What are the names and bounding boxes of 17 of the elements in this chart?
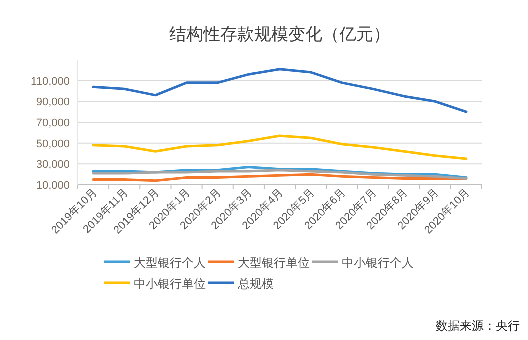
chart-title: 结构性存款规模变化（亿元） [170,25,390,44]
y-tick-label: 50,000 [36,138,70,150]
line-series [92,68,468,114]
legend-label: 大型银行单位 [238,256,310,270]
source-note: 数据来源：央行 [436,319,520,333]
legend-label: 总规模 [237,277,274,291]
line-series [92,169,468,180]
legend-label: 中小银行个人 [342,256,414,270]
y-tick-label: 90,000 [36,96,70,109]
y-tick-label: 110,000 [31,76,70,88]
line-series [92,134,468,160]
y-tick-label: 30,000 [36,159,70,172]
legend-label: 大型银行个人 [134,256,206,270]
line-series [92,173,468,182]
y-tick-label: 10,000 [36,180,70,192]
legend-label: 中小银行单位 [134,277,206,291]
y-tick-label: 70,000 [36,118,70,130]
